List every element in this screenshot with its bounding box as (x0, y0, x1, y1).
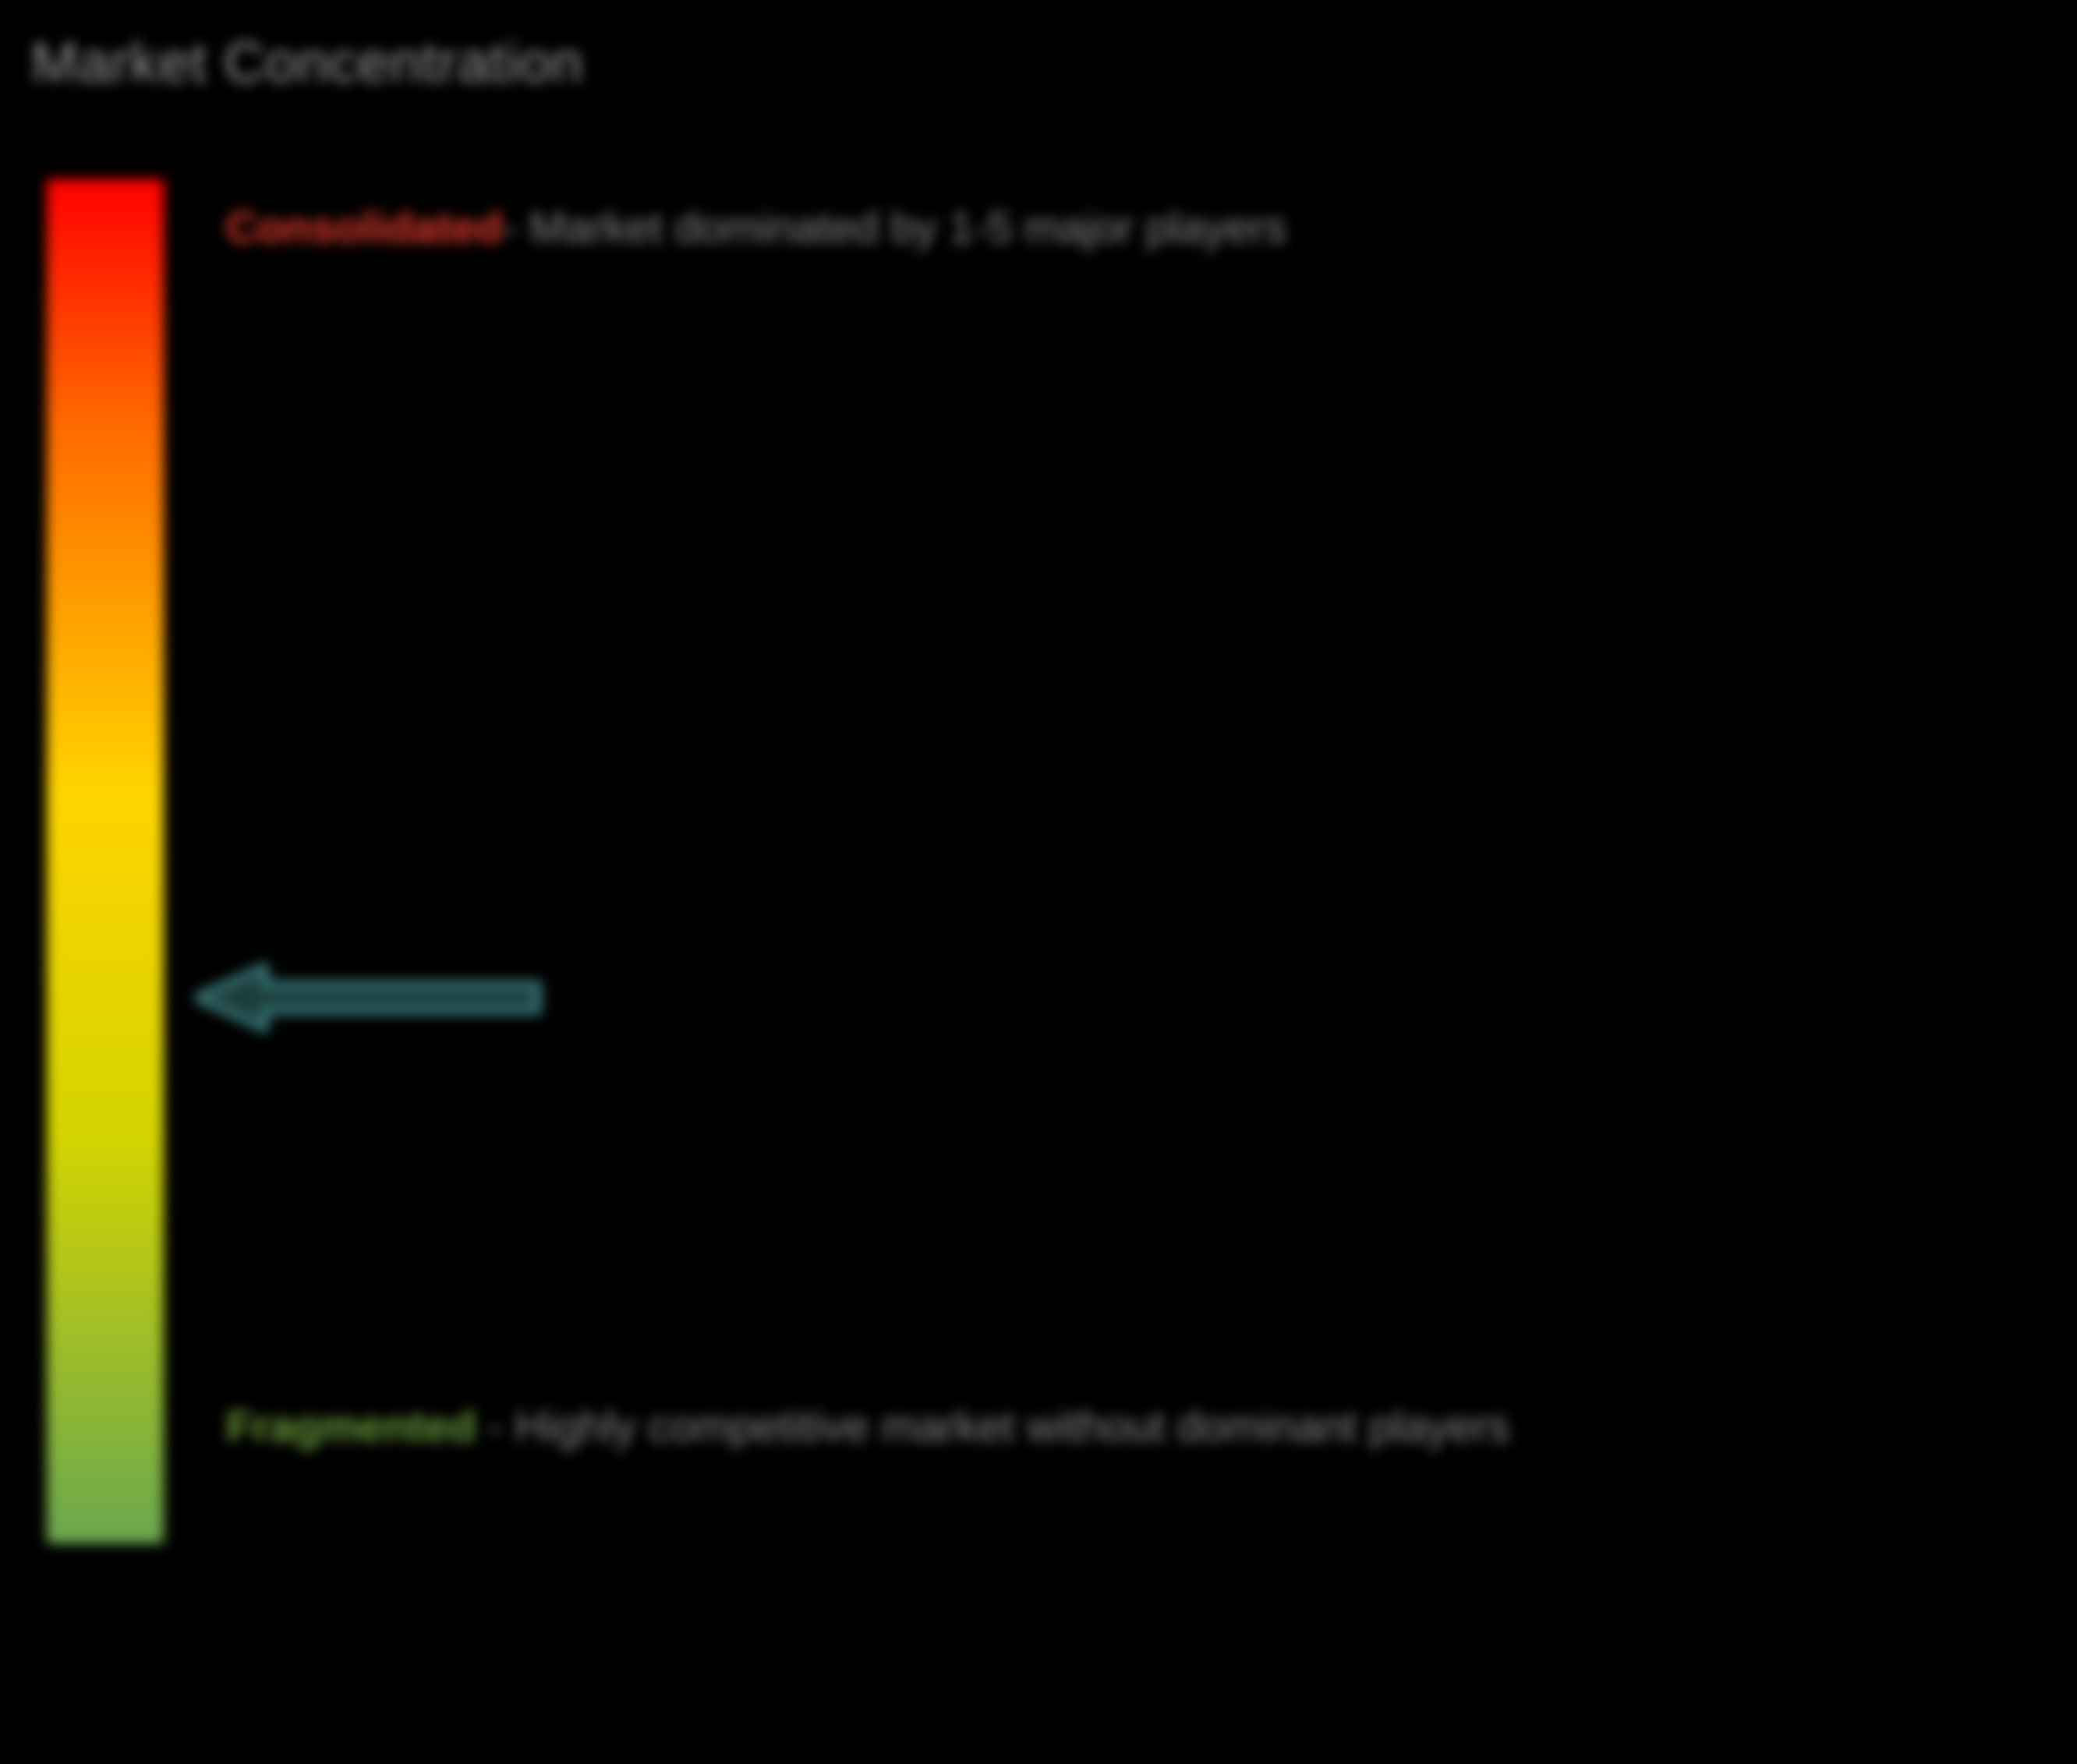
consolidated-desc: - Market dominated by 1-5 major players (503, 203, 1286, 252)
consolidated-label: Consolidated- Market dominated by 1-5 ma… (226, 195, 1286, 260)
chart-title: Market Concentration (31, 31, 583, 95)
position-arrow (195, 963, 546, 1033)
concentration-gradient-bar (47, 179, 164, 1543)
fragmented-desc: - Highly competitive market without domi… (476, 1402, 1510, 1451)
consolidated-key: Consolidated (226, 203, 503, 252)
fragmented-label: Fragmented - Highly competitive market w… (226, 1388, 1509, 1466)
fragmented-key: Fragmented (226, 1402, 476, 1451)
